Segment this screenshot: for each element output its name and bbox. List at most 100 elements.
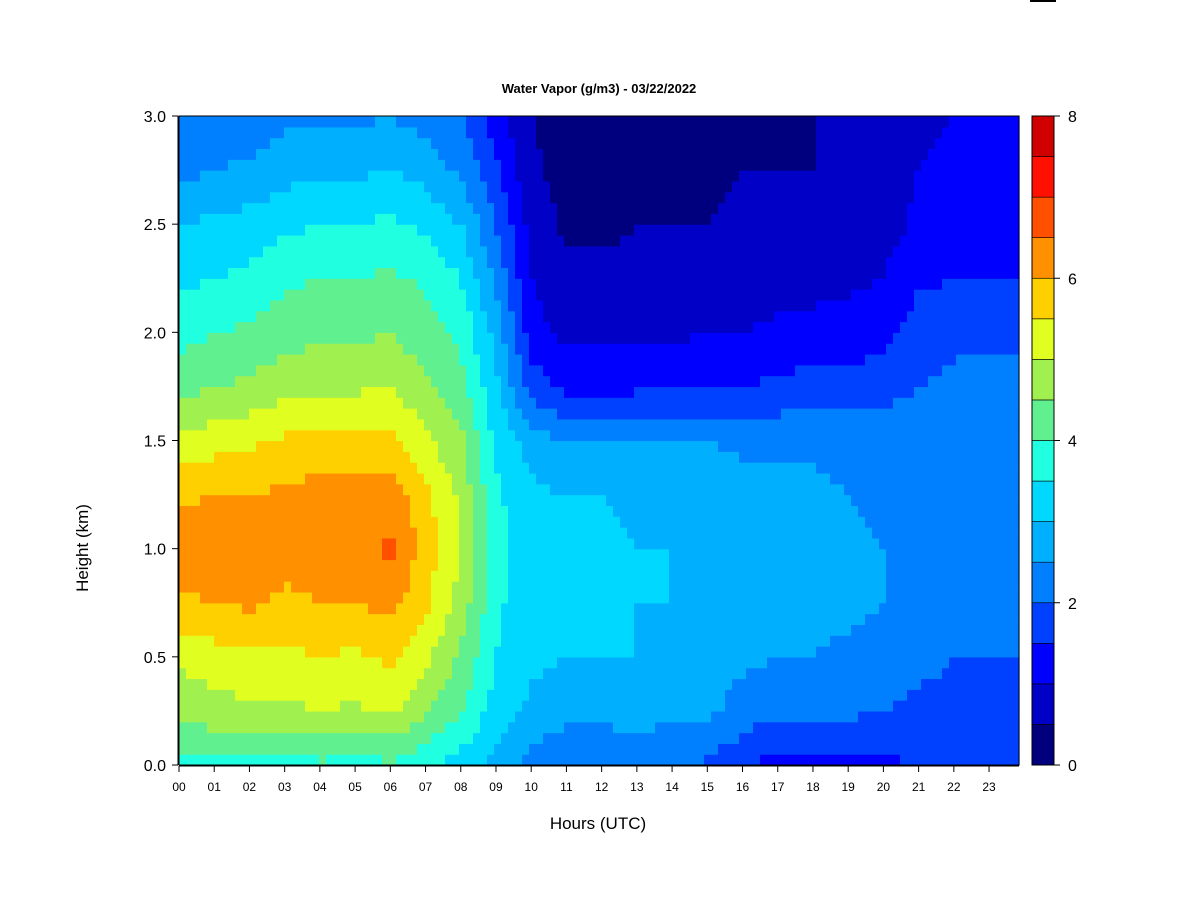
heatmap-cell (494, 224, 502, 236)
heatmap-cell (760, 667, 768, 680)
heatmap-cell (242, 137, 250, 150)
heatmap-cell (473, 289, 481, 301)
heatmap-cell (508, 148, 516, 160)
heatmap-cell (578, 505, 586, 517)
heatmap-cell (676, 732, 684, 744)
heatmap-cell (753, 527, 761, 539)
heatmap-cell (732, 159, 740, 171)
heatmap-cell (746, 375, 754, 388)
heatmap-cell (361, 126, 369, 139)
heatmap-cell (585, 667, 593, 680)
heatmap-cell (326, 732, 334, 744)
heatmap-cell (690, 397, 698, 409)
heatmap-cell (305, 613, 313, 625)
heatmap-cell (361, 710, 369, 723)
heatmap-cell (424, 656, 432, 669)
heatmap-cell (522, 202, 530, 214)
heatmap-cell (291, 472, 299, 485)
heatmap-cell (704, 646, 712, 658)
heatmap-cell (431, 321, 439, 333)
heatmap-cell (473, 213, 481, 225)
heatmap-cell (326, 548, 334, 561)
heatmap-cell (634, 159, 642, 171)
heatmap-cell (487, 570, 495, 582)
heatmap-cell (242, 462, 250, 474)
heatmap-cell (235, 743, 243, 755)
heatmap-cell (529, 537, 537, 550)
heatmap-cell (186, 516, 194, 528)
heatmap-cell (186, 721, 194, 734)
heatmap-cell (186, 570, 194, 582)
heatmap-cell (620, 408, 628, 420)
heatmap-cell (319, 126, 327, 139)
heatmap-cell (599, 483, 607, 496)
heatmap-cell (207, 700, 215, 712)
heatmap-cell (368, 408, 376, 420)
heatmap-cell (361, 310, 369, 323)
heatmap-cell (655, 321, 663, 333)
heatmap-cell (480, 516, 488, 528)
heatmap-cell (578, 408, 586, 420)
heatmap-cell (718, 559, 726, 571)
heatmap-cell (417, 591, 425, 604)
heatmap-cell (256, 148, 264, 160)
heatmap-cell (354, 408, 362, 420)
heatmap-cell (410, 527, 418, 539)
heatmap-cell (326, 343, 334, 355)
heatmap-cell (375, 721, 383, 734)
heatmap-cell (403, 310, 411, 323)
heatmap-cell (725, 462, 733, 474)
heatmap-cell (571, 397, 579, 409)
heatmap-cell (326, 180, 334, 193)
heatmap-cell (487, 170, 495, 182)
heatmap-cell (676, 332, 684, 344)
heatmap-cell (396, 234, 404, 247)
heatmap-cell (354, 472, 362, 485)
heatmap-cell (543, 505, 551, 517)
heatmap-cell (438, 710, 446, 723)
heatmap-cell (564, 408, 572, 420)
heatmap-cell (403, 202, 411, 214)
heatmap-cell (557, 202, 565, 214)
heatmap-cell (214, 386, 222, 398)
heatmap-cell (739, 148, 747, 160)
heatmap-cell (382, 289, 390, 301)
heatmap-cell (417, 213, 425, 225)
heatmap-cell (543, 537, 551, 550)
heatmap-cell (361, 321, 369, 333)
heatmap-cell (606, 516, 614, 528)
heatmap-cell (725, 581, 733, 593)
heatmap-cell (207, 126, 215, 139)
heatmap-cell (473, 353, 481, 366)
heatmap-cell (200, 732, 208, 744)
heatmap-cell (690, 321, 698, 333)
heatmap-cell (284, 202, 292, 214)
heatmap-cell (452, 148, 460, 160)
heatmap-cell (487, 418, 495, 431)
heatmap-cell (333, 386, 341, 398)
heatmap-cell (298, 548, 306, 561)
heatmap-cell (298, 364, 306, 377)
heatmap-cell (319, 613, 327, 625)
heatmap-cell (445, 472, 453, 485)
heatmap-cell (452, 213, 460, 225)
heatmap-cell (361, 429, 369, 442)
heatmap-cell (459, 678, 467, 690)
heatmap-cell (648, 397, 656, 409)
heatmap-cell (326, 386, 334, 398)
heatmap-cell (543, 559, 551, 571)
heatmap-cell (431, 472, 439, 485)
heatmap-cell (564, 678, 572, 690)
heatmap-cell (487, 321, 495, 333)
heatmap-cell (284, 646, 292, 658)
heatmap-cell (585, 710, 593, 723)
heatmap-cell (564, 591, 572, 604)
heatmap-cell (718, 299, 726, 312)
heatmap-cell (438, 472, 446, 485)
heatmap-cell (417, 353, 425, 366)
heatmap-cell (193, 224, 201, 236)
heatmap-cell (543, 689, 551, 701)
heatmap-cell (606, 591, 614, 604)
heatmap-cell (417, 721, 425, 734)
heatmap-cell (564, 332, 572, 344)
